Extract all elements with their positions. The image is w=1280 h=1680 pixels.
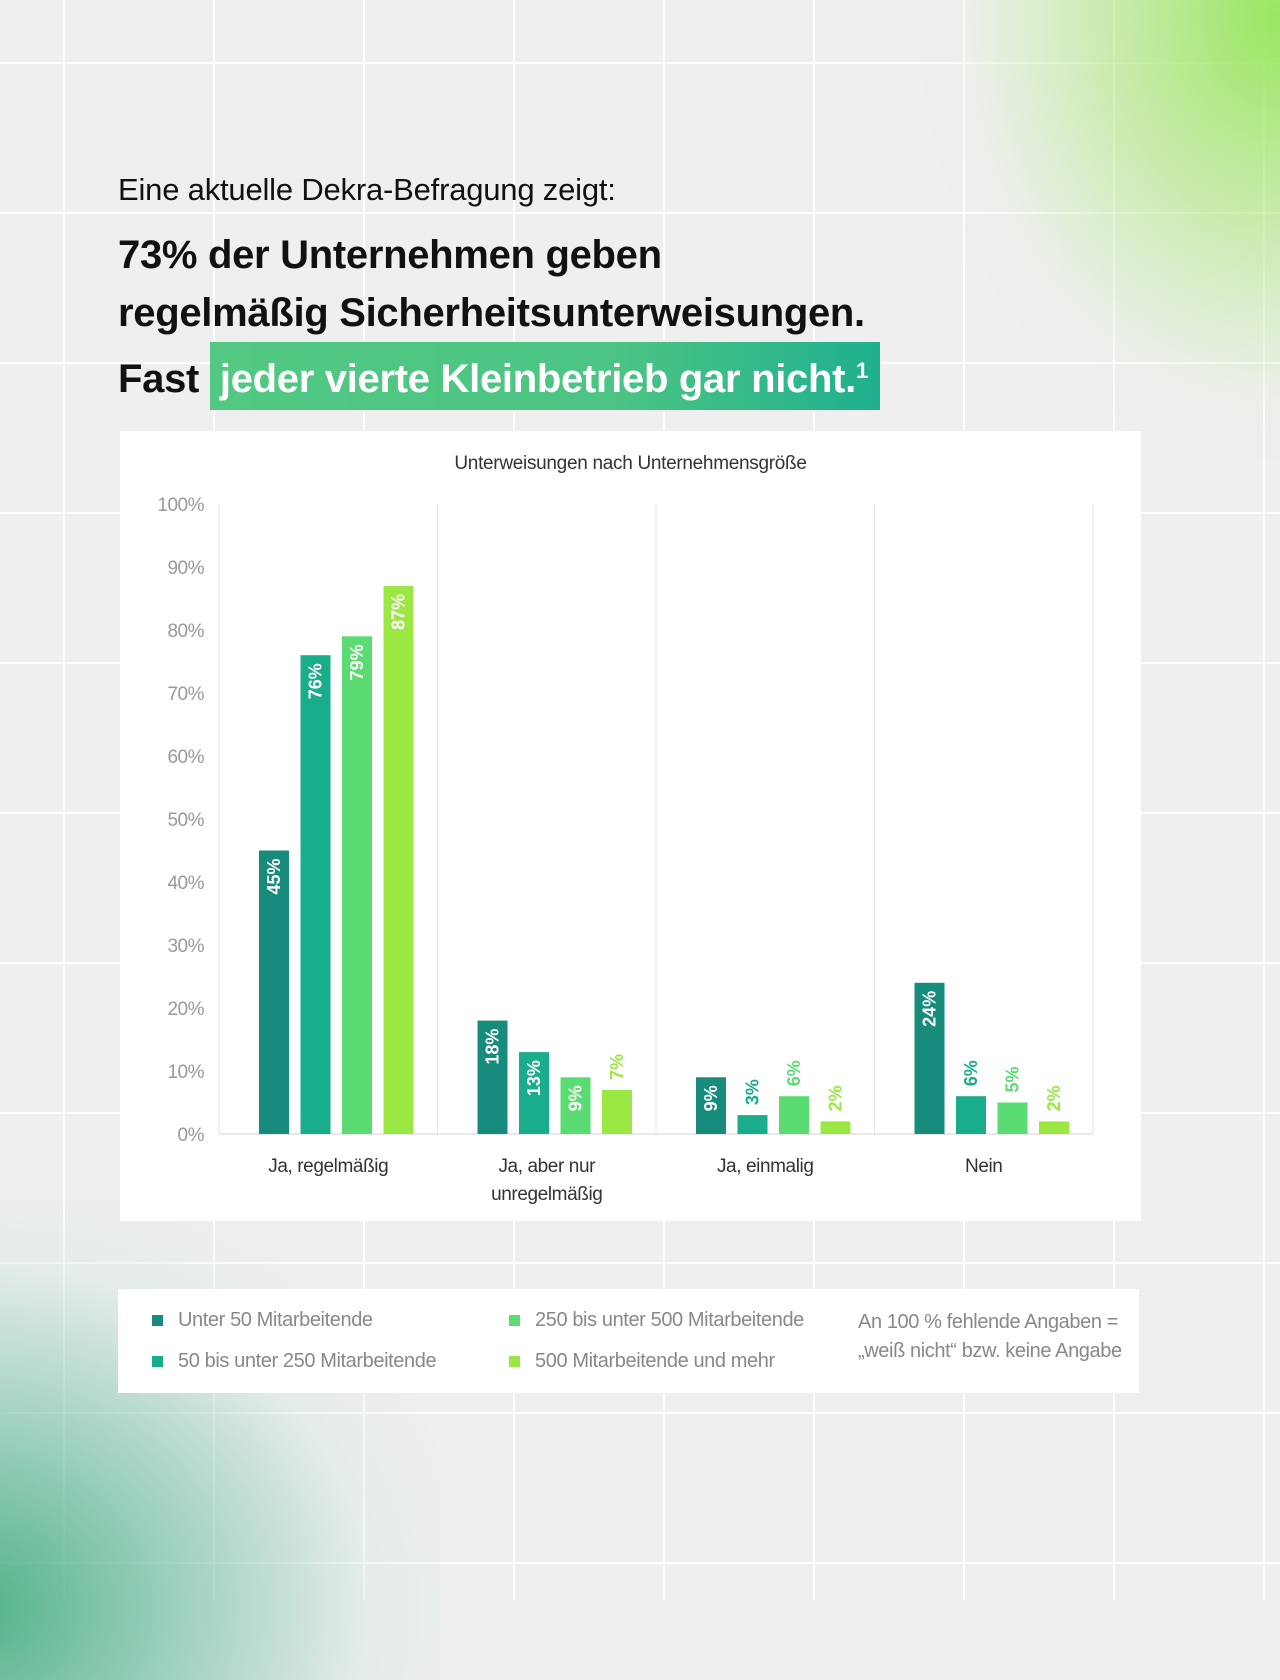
bar xyxy=(383,585,414,1134)
headline-line-3: Fast jeder vierte Kleinbetrieb gar nicht… xyxy=(118,342,880,410)
chart-title: Unterweisungen nach Unternehmensgröße xyxy=(454,453,807,474)
headline-highlight: jeder vierte Kleinbetrieb gar nicht.1 xyxy=(209,342,880,410)
legend-item-500-plus: 500 Mitarbeitende und mehr xyxy=(509,1350,775,1373)
headline-line-2: regelmäßig Sicherheitsunterweisungen. xyxy=(118,291,865,335)
y-tick-label: 50% xyxy=(167,810,204,831)
bar xyxy=(519,1052,549,1134)
legend-label: 500 Mitarbeitende und mehr xyxy=(535,1350,775,1372)
bar-value-label: 45% xyxy=(264,859,284,895)
legend-note-line-1: An 100 % fehlende Angaben = xyxy=(858,1311,1118,1333)
y-tick-label: 100% xyxy=(157,495,204,516)
y-tick-label: 10% xyxy=(167,1062,204,1083)
bar-value-label: 18% xyxy=(483,1029,503,1065)
bar-value-label: 79% xyxy=(347,644,367,680)
x-category-label: Nein xyxy=(965,1156,1002,1177)
bar xyxy=(914,982,945,1134)
bar-chart: 0% 10% 20% 30% 40% 50% 60% 70% 80% 90% 100% Ja, reg… xyxy=(157,495,1094,1205)
bar-value-label: 6% xyxy=(784,1060,804,1086)
bar-value-label: 76% xyxy=(306,663,326,699)
legend-swatch xyxy=(152,1356,163,1367)
footnote-marker: 1 xyxy=(855,358,868,383)
bar-value-label: 6% xyxy=(961,1060,981,1086)
x-category-label: Ja, aber nur xyxy=(498,1156,596,1177)
headline: Eine aktuelle Dekra-Befragung zeigt: 73%… xyxy=(118,172,880,410)
bar xyxy=(1039,1121,1069,1134)
y-tick-label: 90% xyxy=(167,558,204,579)
legend-item-under-50: Unter 50 Mitarbeitende xyxy=(152,1309,373,1332)
bar-value-label: 2% xyxy=(826,1085,846,1111)
bar-value-label: 24% xyxy=(920,991,940,1027)
legend-swatch xyxy=(509,1315,520,1326)
bar xyxy=(737,1115,768,1134)
legend-label: 250 bis unter 500 Mitarbeitende xyxy=(535,1309,804,1331)
bar xyxy=(820,1121,851,1134)
bar xyxy=(997,1102,1028,1134)
legend-note: An 100 % fehlende Angaben = „weiß nicht“… xyxy=(858,1308,1122,1366)
legend-item-250-500: 250 bis unter 500 Mitarbeitende xyxy=(509,1309,804,1332)
bar xyxy=(956,1096,986,1134)
bar xyxy=(300,655,331,1134)
bar-value-label: 13% xyxy=(524,1060,544,1096)
bar-value-label: 87% xyxy=(389,594,409,630)
chart-card: Unterweisungen nach Unternehmensgröße 0%… xyxy=(120,431,1141,1221)
headline-highlight-text: jeder vierte Kleinbetrieb gar nicht. xyxy=(219,357,856,401)
y-tick-label: 70% xyxy=(167,684,204,705)
legend-label: 50 bis unter 250 Mitarbeitende xyxy=(178,1350,437,1372)
bar-value-label: 7% xyxy=(607,1054,627,1080)
bar xyxy=(602,1089,632,1134)
bar-value-label: 3% xyxy=(743,1079,763,1105)
legend-label: Unter 50 Mitarbeitende xyxy=(178,1309,373,1331)
bar xyxy=(477,1020,508,1134)
headline-subtitle: Eine aktuelle Dekra-Befragung zeigt: xyxy=(118,172,616,207)
legend-swatch xyxy=(509,1356,520,1367)
headline-line-3-prefix: Fast xyxy=(118,357,200,401)
bar-value-label: 5% xyxy=(1003,1066,1023,1092)
y-tick-label: 0% xyxy=(178,1125,205,1146)
bar-value-label: 9% xyxy=(566,1085,586,1111)
headline-line-1: 73% der Unternehmen geben xyxy=(118,233,662,277)
chart-legend: Unter 50 Mitarbeitende 50 bis unter 250 … xyxy=(118,1289,1139,1393)
bar xyxy=(342,636,372,1134)
x-category-label: Ja, einmalig xyxy=(717,1156,814,1177)
bar xyxy=(696,1077,726,1134)
y-tick-label: 40% xyxy=(167,873,204,894)
background-glow-bottom-left xyxy=(0,1200,440,1680)
legend-swatch xyxy=(152,1315,163,1326)
legend-item-50-250: 50 bis unter 250 Mitarbeitende xyxy=(152,1350,437,1373)
legend-note-line-2: „weiß nicht“ bzw. keine Angabe xyxy=(858,1340,1122,1362)
bar xyxy=(560,1077,591,1134)
bar-value-label: 2% xyxy=(1044,1085,1064,1111)
x-category-label: Ja, regelmäßig xyxy=(268,1156,388,1177)
y-tick-label: 80% xyxy=(167,621,204,642)
background-glow-top-right xyxy=(920,0,1280,460)
bar xyxy=(259,850,289,1134)
y-tick-label: 20% xyxy=(167,999,204,1020)
bar xyxy=(779,1096,809,1134)
y-tick-label: 60% xyxy=(167,747,204,768)
x-category-label: unregelmäßig xyxy=(491,1184,602,1205)
bar-value-label: 9% xyxy=(701,1085,721,1111)
y-tick-label: 30% xyxy=(167,936,204,957)
